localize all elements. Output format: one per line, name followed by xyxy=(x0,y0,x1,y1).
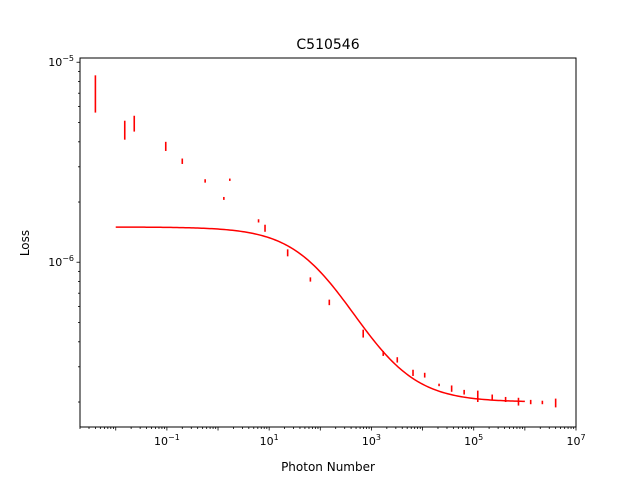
x-axis: 10−1 101 103 105 107 xyxy=(79,427,586,448)
fit-curve xyxy=(115,226,525,403)
x-tick-label: 107 xyxy=(566,433,585,448)
x-axis-label: Photon Number xyxy=(281,460,375,474)
x-tick-label: 101 xyxy=(260,433,279,448)
x-tick-label: 105 xyxy=(464,433,483,448)
x-tick-label: 10−1 xyxy=(154,433,180,448)
y-axis: 10−6 10−5 xyxy=(48,54,80,403)
y-tick-label: 10−5 xyxy=(48,54,74,69)
plot-frame xyxy=(79,57,577,428)
chart-title: C510546 xyxy=(296,37,359,53)
plot-area xyxy=(94,75,557,408)
y-tick-label: 10−6 xyxy=(48,254,74,269)
x-tick-label: 103 xyxy=(362,433,381,448)
y-axis-label: Loss xyxy=(18,230,32,256)
